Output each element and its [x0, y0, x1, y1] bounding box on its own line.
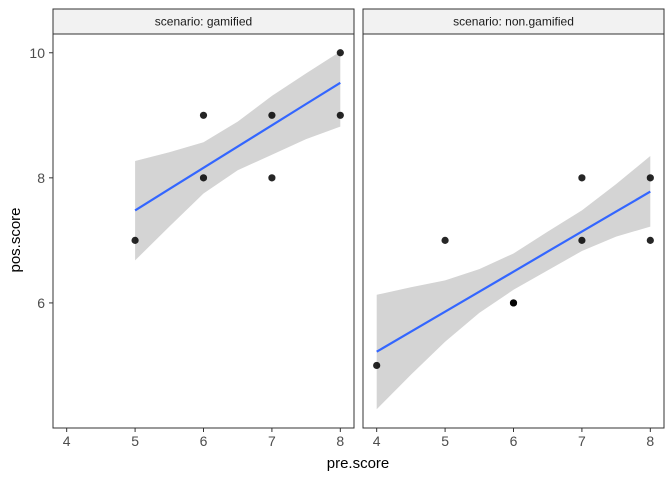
- data-point: [336, 111, 344, 119]
- panel-2: scenario: non.gamified 4 5 6 7 8: [362, 8, 665, 449]
- panel-1: scenario: gamified 4 5 6 7 8: [52, 8, 355, 449]
- y-tick-label: 8: [37, 170, 45, 186]
- x-tick-label: 8: [336, 433, 344, 449]
- confidence-band: [135, 51, 341, 261]
- x-tick-label: 5: [131, 433, 139, 449]
- y-axis: 6 8 10: [29, 45, 53, 311]
- facet-strip-label: scenario: non.gamified: [453, 15, 574, 29]
- x-tick-label: 5: [441, 433, 449, 449]
- x-tick-label: 6: [510, 433, 518, 449]
- data-point: [373, 361, 381, 370]
- facet-strip: [362, 8, 665, 35]
- x-tick-label: 4: [373, 433, 381, 449]
- facet-strip-label: scenario: gamified: [155, 15, 252, 29]
- data-point: [199, 111, 208, 119]
- confidence-band: [376, 156, 651, 410]
- regression-line: [134, 81, 341, 212]
- data-point: [441, 236, 449, 244]
- x-tick-label: 7: [268, 433, 276, 449]
- y-tick-label: 10: [29, 45, 45, 61]
- data-point: [131, 236, 139, 244]
- data-point: [509, 299, 518, 307]
- data-point: [578, 174, 586, 182]
- x-axis-title: pre.score: [327, 455, 390, 472]
- x-tick-label: 7: [578, 433, 586, 449]
- data-point: [646, 236, 654, 244]
- data-point: [646, 174, 654, 182]
- x-tick-label: 4: [63, 433, 71, 449]
- data-point: [268, 174, 276, 182]
- data-point: [268, 111, 276, 119]
- data-point: [199, 174, 208, 182]
- x-tick-label: 6: [200, 433, 208, 449]
- data-point: [578, 236, 586, 244]
- y-axis-title: pos.score: [7, 207, 24, 272]
- regression-line: [376, 190, 651, 353]
- facet-strip: [52, 8, 355, 35]
- y-tick-label: 6: [37, 295, 45, 311]
- data-point: [336, 49, 344, 57]
- x-tick-label: 8: [646, 433, 654, 449]
